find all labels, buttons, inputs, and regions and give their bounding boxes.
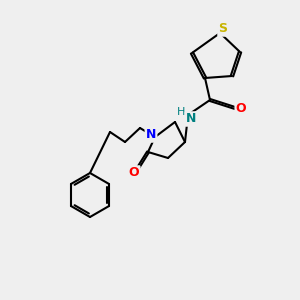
Text: S: S	[218, 22, 227, 35]
Text: N: N	[146, 128, 156, 142]
Text: O: O	[236, 101, 246, 115]
Text: O: O	[129, 167, 139, 179]
Text: N: N	[186, 112, 196, 125]
Text: H: H	[177, 107, 185, 117]
